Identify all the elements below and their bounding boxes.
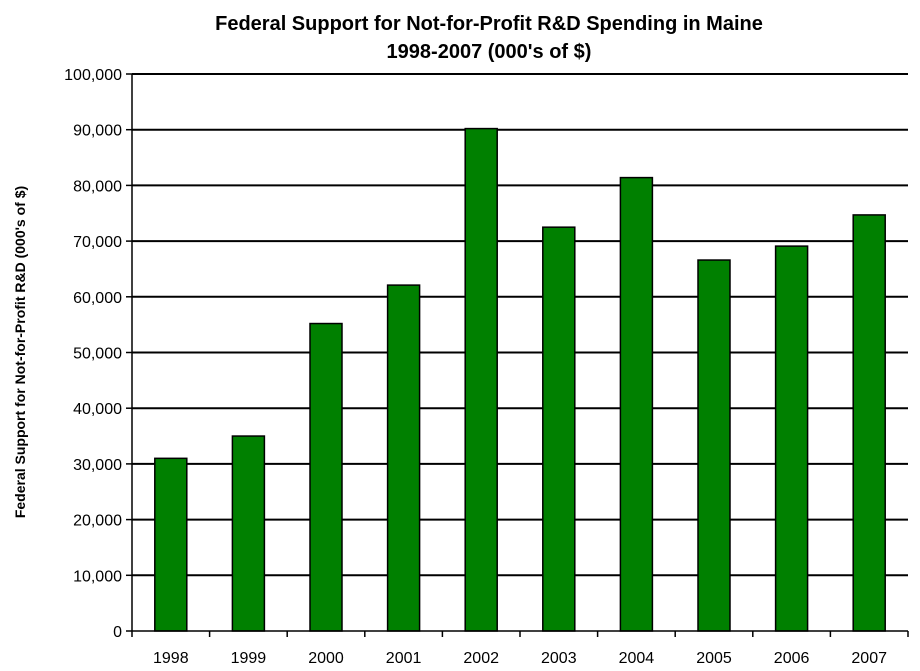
y-tick-label: 50,000 (73, 346, 122, 363)
bar-2006 (774, 245, 809, 632)
bars (154, 127, 886, 632)
y-tick-label: 70,000 (73, 234, 122, 251)
y-tick-label: 30,000 (73, 457, 122, 474)
y-axis-title: Federal Support for Not-for-Profit R&D (… (12, 186, 28, 518)
y-tick-label: 40,000 (73, 401, 122, 418)
x-tick-label: 1999 (231, 650, 267, 667)
chart-title-line-2: 1998-2007 (000's of $) (387, 41, 592, 63)
bar-2002 (464, 127, 498, 632)
bar-2005 (697, 259, 731, 632)
y-tick-label: 60,000 (73, 290, 122, 307)
x-tick-label: 2005 (696, 650, 732, 667)
bar-1998 (154, 457, 188, 632)
bar-2004 (619, 176, 654, 632)
x-tick-label: 2006 (774, 650, 810, 667)
bar-2007 (852, 214, 886, 632)
y-tick-label: 0 (113, 624, 122, 641)
x-tick-labels: 1998 1999 2000 2001 2002 2003 2004 2005 2006 2007 (153, 650, 887, 667)
x-tick-label: 2007 (851, 650, 887, 667)
x-tick-label: 2004 (619, 650, 655, 667)
x-tick-label: 2002 (463, 650, 499, 667)
y-tick-label: 80,000 (73, 178, 122, 195)
axes (126, 73, 909, 637)
bar-1999 (231, 435, 266, 632)
y-tick-label: 20,000 (73, 513, 122, 530)
x-tick-label: 2001 (386, 650, 422, 667)
chart-title-line-1: Federal Support for Not-for-Profit R&D S… (215, 13, 763, 35)
bar-2000 (309, 322, 343, 632)
y-tick-labels: 0 10,000 20,000 30,000 40,000 50,000 60,000 70,… (64, 67, 122, 641)
y-tick-label: 10,000 (73, 568, 122, 585)
x-tick-label: 2003 (541, 650, 577, 667)
y-tick-label: 90,000 (73, 123, 122, 140)
y-tick-label: 100,000 (64, 67, 122, 84)
x-tick-label: 2000 (308, 650, 344, 667)
bar-2003 (542, 226, 576, 632)
x-tick-label: 1998 (153, 650, 189, 667)
bar-2001 (386, 284, 421, 632)
